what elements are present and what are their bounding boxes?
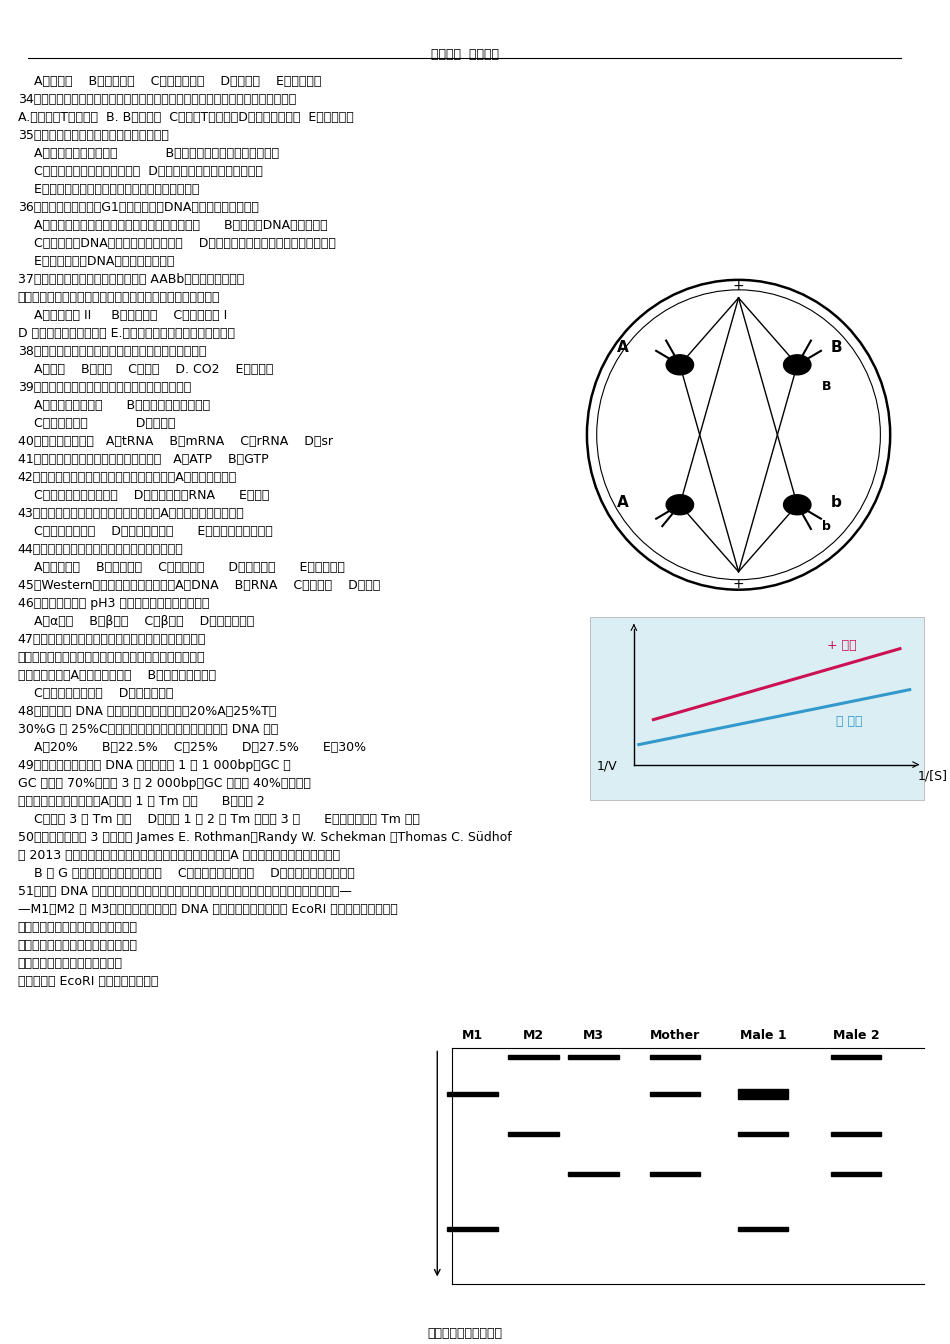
Text: C．反竞争性抑制剂    D．别构激活剂: C．反竞争性抑制剂 D．别构激活剂 — [18, 687, 173, 700]
Text: C．分子 3 的 Tm 最高    D．分子 1 和 2 的 Tm 比分子 3 高      E．三种分子的 Tm 相同: C．分子 3 的 Tm 最高 D．分子 1 和 2 的 Tm 比分子 3 高 E… — [18, 813, 420, 825]
Text: 用方式是一种：A．竞争性抑制剂    B．非竞争性抑制剂: 用方式是一种：A．竞争性抑制剂 B．非竞争性抑制剂 — [18, 669, 216, 681]
Text: A．呼吸道    B．神经系统    C．消化道上皮    D．骨骼肌    E．生殖系统: A．呼吸道 B．神经系统 C．消化道上皮 D．骨骼肌 E．生殖系统 — [18, 75, 321, 87]
Bar — [737, 1133, 788, 1137]
Ellipse shape — [784, 355, 811, 375]
Text: M2: M2 — [522, 1030, 543, 1043]
Text: D 减数分裂或者有丝分裂 E.既不是减数分裂，也不是有丝分裂: D 减数分裂或者有丝分裂 E.既不是减数分裂，也不是有丝分裂 — [18, 327, 235, 340]
Text: A．动作电位比通常更强            B．在动作电位期间，去极化更快: A．动作电位比通常更强 B．在动作电位期间，去极化更快 — [18, 146, 278, 160]
Text: A: A — [618, 340, 629, 355]
Text: 分析，结果如下图；根据图中的结果，你认为该药物的作: 分析，结果如下图；根据图中的结果，你认为该药物的作 — [18, 650, 205, 664]
Text: 42．古菌与真核生物的共同特征有（多选）：A．都具有核小体: 42．古菌与真核生物的共同特征有（多选）：A．都具有核小体 — [18, 470, 237, 484]
Text: 49．有三种不同的双链 DNA 分子：分子 1 为 1 000bp，GC 含: 49．有三种不同的双链 DNA 分子：分子 1 为 1 000bp，GC 含 — [18, 758, 291, 771]
Text: Male 2: Male 2 — [832, 1030, 880, 1043]
Text: 体内的上述等位基因序列抽来以: 体内的上述等位基因序列抽来以 — [18, 957, 123, 969]
Bar — [590, 617, 924, 800]
Text: A: A — [618, 495, 629, 509]
Text: 46．多聚赖氨酸在 pH3 时形成的二级结构应该是：: 46．多聚赖氨酸在 pH3 时形成的二级结构应该是： — [18, 597, 209, 610]
Text: E．在动作电位期间将没有再极化或者再极化变慢: E．在动作电位期间将没有再极化或者再极化变慢 — [18, 183, 199, 196]
Bar — [507, 1055, 559, 1059]
Bar — [568, 1172, 619, 1176]
Text: C．带有损伤DNA的细胞将进入有丝分裂    D．细胞将进行生长，如何进入有丝分裂: C．带有损伤DNA的细胞将进入有丝分裂 D．细胞将进行生长，如何进入有丝分裂 — [18, 237, 335, 250]
Text: 44．结构基因组学的主要任务是获得（多选）：: 44．结构基因组学的主要任务是获得（多选）： — [18, 543, 183, 555]
Text: C．具有细胞壁            D．无核膜: C．具有细胞壁 D．无核膜 — [18, 417, 175, 430]
Bar — [650, 1172, 700, 1176]
Text: b: b — [822, 520, 831, 532]
Text: 47．有人就一种药物对某种酶活性的影响进行了动力学: 47．有人就一种药物对某种酶活性的影响进行了动力学 — [18, 633, 206, 645]
Text: GC 含量为 70%；分子 3 为 2 000bp，GC 含量为 40%。如果将: GC 含量为 70%；分子 3 为 2 000bp，GC 含量为 40%。如果将 — [18, 777, 311, 790]
Text: 38．以下不能通过自由扩散的方式通过质膜的物质是：: 38．以下不能通过自由扩散的方式通过质膜的物质是： — [18, 345, 206, 358]
Text: 51．三段 DNA 序列作为遗传标记被用于亲子鉴定，它们是同一个遗传标记的三个等位基因—: 51．三段 DNA 序列作为遗传标记被用于亲子鉴定，它们是同一个遗传标记的三个等… — [18, 884, 352, 898]
Text: 50．美国和德国的 3 位科学家 James E. Rothman、Randy W. Schekman 和Thomas C. Südhof: 50．美国和德国的 3 位科学家 James E. Rothman、Randy … — [18, 831, 511, 844]
Text: A: A — [681, 500, 689, 509]
Text: + 药物: + 药物 — [826, 638, 856, 652]
Text: 41．微管组装需要消耗的能量直接来自：   A．ATP    B．GTP: 41．微管组装需要消耗的能量直接来自： A．ATP B．GTP — [18, 453, 268, 466]
Bar — [830, 1133, 882, 1137]
Text: 40．反密码子位于：   A．tRNA    B．mRNA    C．rRNA    D．sr: 40．反密码子位于： A．tRNA B．mRNA C．rRNA D．sr — [18, 434, 332, 448]
Text: B 与 G 蛋白偶联的受体的作用机制    C．肮病毒的致病机制    D．细胞周期的调节机制: B 与 G 蛋白偶联的受体的作用机制 C．肮病毒的致病机制 D．细胞周期的调节机… — [18, 867, 354, 879]
Text: 实验，则预期的结果是：A．分子 1 的 Tm 最高      B．分子 2: 实验，则预期的结果是：A．分子 1 的 Tm 最高 B．分子 2 — [18, 794, 264, 808]
Text: 亲和她的小孩，以及两位可能的父亲: 亲和她的小孩，以及两位可能的父亲 — [18, 938, 138, 952]
Text: b: b — [799, 500, 806, 509]
Text: 安徽师范大学附属中学: 安徽师范大学附属中学 — [428, 1328, 503, 1340]
Text: —M1、M2 和 M3。每一个等位基因的 DNA 样本使用限制性内切酶 EcoRI 切割以后，再进行琼: —M1、M2 和 M3。每一个等位基因的 DNA 样本使用限制性内切酶 EcoR… — [18, 903, 397, 915]
Text: 35．阻止神经元细胞钾离子流动的后果是：: 35．阻止神经元细胞钾离子流动的后果是： — [18, 129, 168, 142]
Ellipse shape — [666, 355, 694, 375]
Bar — [737, 1227, 788, 1231]
Bar — [737, 1090, 788, 1099]
Text: M1: M1 — [462, 1030, 483, 1043]
Text: 34．在机体免疫反应中，受抗体包被的病毒被一种细胞吞噬和消灭。这种细胞是：: 34．在机体免疫反应中，受抗体包被的病毒被一种细胞吞噬和消灭。这种细胞是： — [18, 93, 295, 106]
Text: +: + — [732, 577, 745, 591]
Text: 1/V: 1/V — [597, 759, 618, 773]
Text: C．神经元的阈电位将变得更负  D．神经元的静息单位将变得更负: C．神经元的阈电位将变得更负 D．神经元的静息单位将变得更负 — [18, 165, 262, 177]
Bar — [650, 1055, 700, 1059]
Text: 37．有一种二倍体的生物具有基因型 AABb，这两个基因位于: 37．有一种二倍体的生物具有基因型 AABb，这两个基因位于 — [18, 273, 244, 286]
Text: A.细胞毒性T淋巴细胞  B. B淋巴细胞  C．辅助T淋巴细胞D．嗜中性粒细胞  E．记忆细胞: A.细胞毒性T淋巴细胞 B. B淋巴细胞 C．辅助T淋巴细胞D．嗜中性粒细胞 E… — [18, 112, 353, 124]
Text: A．连锁图谱    B．物理图谱    C．序列图谱      D．转录图谱      E．互作图谱: A．连锁图谱 B．物理图谱 C．序列图谱 D．转录图谱 E．互作图谱 — [18, 560, 345, 574]
Bar — [830, 1172, 882, 1176]
Text: B: B — [830, 340, 843, 355]
Text: 后，也使用 EcoRI 切割，并进行琼脂: 后，也使用 EcoRI 切割，并进行琼脂 — [18, 974, 158, 988]
Text: 43．古菌和细菌的共同特征有（多选）：A．细胞壁上都有肽聚糖: 43．古菌和细菌的共同特征有（多选）：A．细胞壁上都有肽聚糖 — [18, 507, 244, 520]
Text: E．细胞周期在DNA复制发生以后停止: E．细胞周期在DNA复制发生以后停止 — [18, 255, 174, 267]
Text: B: B — [798, 360, 806, 370]
Text: Male 1: Male 1 — [740, 1030, 787, 1043]
Text: C．转录都需要转录因子    D．都具有干扰RNA      E．翻译: C．转录都需要转录因子 D．都具有干扰RNA E．翻译 — [18, 489, 269, 501]
Bar — [447, 1227, 498, 1231]
Text: A．α螺旋    B．β折叠    C．β转角    D．无规则卷曲: A．α螺旋 B．β折叠 C．β转角 D．无规则卷曲 — [18, 614, 254, 628]
Text: 39．支原体具有的细胞生物学特征包括（多选）：: 39．支原体具有的细胞生物学特征包括（多选）： — [18, 380, 191, 394]
Bar — [568, 1055, 619, 1059]
Text: 脂糖电泳，电泳条带如下图。一位母: 脂糖电泳，电泳条带如下图。一位母 — [18, 921, 138, 934]
Text: 获 2013 年的诺贝尔生理学或医学奖这是因为他们发现了：A 细胞内的囊泡运输的调节机制: 获 2013 年的诺贝尔生理学或医学奖这是因为他们发现了：A 细胞内的囊泡运输的… — [18, 848, 340, 862]
Text: 1/[S]: 1/[S] — [918, 770, 947, 782]
Text: 36．假定在细胞周期的G1检查点发现了DNA有严重的损伤，则：: 36．假定在细胞周期的G1检查点发现了DNA有严重的损伤，则： — [18, 200, 258, 214]
Text: A．能通过细菌滤器      B．细胞膜不含有胆固醇: A．能通过细菌滤器 B．细胞膜不含有胆固醇 — [18, 399, 210, 411]
Text: A．减数分裂 II     B．有丝分裂    C．减数分裂 I: A．减数分裂 II B．有丝分裂 C．减数分裂 I — [18, 309, 227, 321]
Bar — [507, 1133, 559, 1137]
Bar — [650, 1093, 700, 1097]
Text: A: A — [681, 360, 689, 370]
Text: － 药物: － 药物 — [836, 715, 863, 727]
Bar — [830, 1055, 882, 1059]
Text: 48．一个单链 DNA 分子含有的碱基组成是：20%A、25%T、: 48．一个单链 DNA 分子含有的碱基组成是：20%A、25%T、 — [18, 704, 276, 718]
Text: 30%G 和 25%C。若将它的互补链合成，得到的双链 DNA 分子: 30%G 和 25%C。若将它的互补链合成，得到的双链 DNA 分子 — [18, 723, 277, 735]
Text: 涛哥出品  必属精品: 涛哥出品 必属精品 — [430, 48, 499, 60]
Ellipse shape — [666, 495, 694, 515]
Text: A．氧气    B．甘油    C．乙醇    D. CO2    E．氨基酸: A．氧气 B．甘油 C．乙醇 D. CO2 E．氨基酸 — [18, 363, 273, 376]
Text: b: b — [831, 495, 842, 509]
Ellipse shape — [784, 495, 811, 515]
Text: A．染色体不会与有丝分裂时的纺锤丝正常的结合      B．染色体DNA将不能复制: A．染色体不会与有丝分裂时的纺锤丝正常的结合 B．染色体DNA将不能复制 — [18, 219, 327, 233]
Text: C．都没有端聚酶    D．都具有操纵子      E．都对嘌呤霉素敏感: C．都没有端聚酶 D．都具有操纵子 E．都对嘌呤霉素敏感 — [18, 524, 273, 538]
Text: 不同的染色体上，如下图所示。你认为下图所示的细胞处于：: 不同的染色体上，如下图所示。你认为下图所示的细胞处于： — [18, 290, 220, 304]
Text: B: B — [822, 380, 831, 392]
Bar — [447, 1093, 498, 1097]
Text: A．20%      B．22.5%    C．25%      D．27.5%      E．30%: A．20% B．22.5% C．25% D．27.5% E．30% — [18, 741, 366, 754]
Text: M3: M3 — [583, 1030, 604, 1043]
Text: 45．Western印迹用来检测的对象是：A．DNA    B．RNA    C．蛋白质    D．寡糖: 45．Western印迹用来检测的对象是：A．DNA B．RNA C．蛋白质 D… — [18, 579, 380, 591]
Text: +: + — [732, 278, 745, 293]
Text: Mother: Mother — [650, 1030, 700, 1043]
